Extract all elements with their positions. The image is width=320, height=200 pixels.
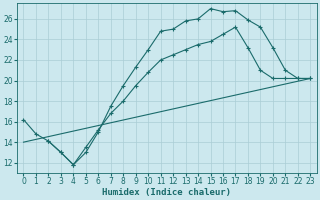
X-axis label: Humidex (Indice chaleur): Humidex (Indice chaleur): [102, 188, 231, 197]
